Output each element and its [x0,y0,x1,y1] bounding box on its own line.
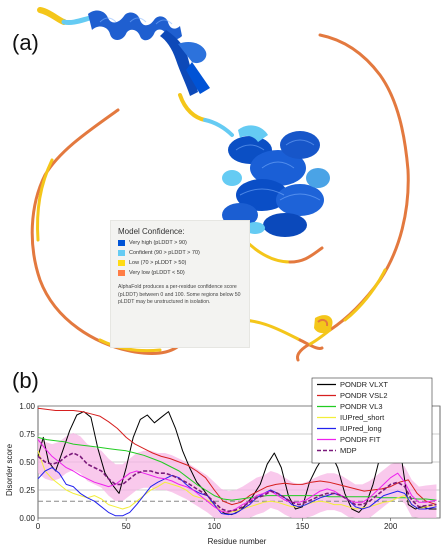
legend-label: Confident (90 > pLDDT > 70) [129,250,200,256]
x-tick-label: 0 [36,522,41,531]
panel-label-a: (a) [12,30,39,55]
legend-label: Very low (pLDDT < 50) [129,270,185,276]
x-axis-title: Residue number [208,537,267,546]
legend-entry: MDP [340,446,357,455]
y-tick-label: 0.25 [19,486,35,495]
protein-structure-image [30,7,410,362]
x-tick-label: 200 [384,522,398,531]
legend-entry: PONDR VLXT [340,380,388,389]
legend-swatch [118,250,125,256]
legend-entry: PONDR VSL2 [340,391,388,400]
y-axis-title: Disorder score [5,443,14,496]
legend-label: Low (70 > pLDDT > 50) [129,260,187,266]
legend-item-confident: Confident (90 > pLDDT > 70) [118,250,242,256]
series-line-mdp [37,452,437,513]
legend-entry: PONDR FIT [340,435,381,444]
y-tick-label: 1.00 [19,402,35,411]
legend-label: Very high (pLDDT > 90) [129,240,187,246]
legend-title: Model Confidence: [118,227,185,236]
legend-item-low: Low (70 > pLDDT > 50) [118,260,242,266]
legend-swatch [118,260,125,266]
legend-entry: IUPred_long [340,424,382,433]
chart-legend [311,377,433,464]
series-line-pondr-fit [37,439,437,513]
legend-swatch [118,240,125,246]
x-tick-label: 50 [122,522,131,531]
plot-area: 0.00 0.25 0.50 0.75 1.00 0 50 100 150 200 PONDR VL… [19,377,441,531]
legend-entry: PONDR VL3 [340,402,383,411]
legend-item-very-low: Very low (pLDDT < 50) [118,270,242,276]
panel-label-b: (b) [12,368,39,393]
y-tick-label: 0.50 [19,458,35,467]
legend-swatch [118,270,125,276]
disorder-chart: 0.00 0.25 0.50 0.75 1.00 0 50 100 150 200 PONDR VL… [5,377,441,546]
legend-entry: IUPred_short [340,413,385,422]
model-confidence-legend: Model Confidence: Very high (pLDDT > 90)… [110,220,250,348]
y-tick-label: 0.75 [19,430,35,439]
x-tick-label: 100 [208,522,222,531]
legend-item-very-high: Very high (pLDDT > 90) [118,240,242,246]
x-tick-label: 150 [296,522,310,531]
series-line-pondr-vl3 [37,436,437,501]
series-line-iupred-long [37,467,437,517]
series-line-pondr-vsl2 [37,407,437,506]
legend-note: AlphaFold produces a per-residue confide… [118,284,241,305]
y-tick-label: 0.00 [19,514,35,523]
